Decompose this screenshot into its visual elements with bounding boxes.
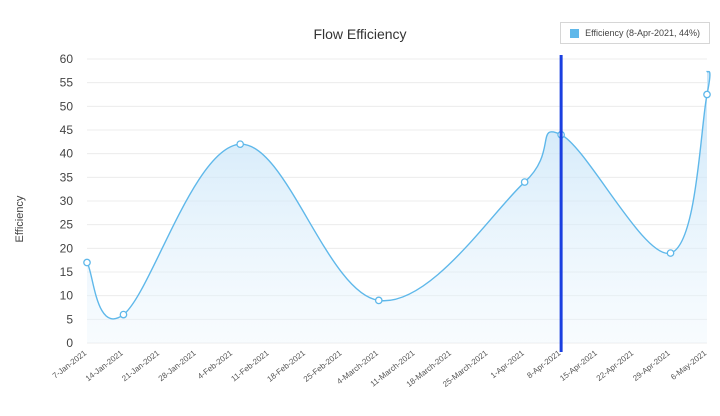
- x-tick-label: 6-May-2021: [669, 348, 709, 382]
- data-point[interactable]: [666, 249, 675, 257]
- x-tick-label: 18-Feb-2021: [265, 348, 307, 384]
- y-tick-label: 45: [60, 123, 74, 137]
- x-tick-label: 22-Apr-2021: [595, 348, 636, 383]
- y-tick-label: 20: [60, 241, 74, 255]
- y-tick-label: 50: [60, 99, 74, 113]
- y-tick-labels: 0 5 10 15 20 25 30 35 40 45 50 55 60: [60, 52, 74, 350]
- y-tick-label: 15: [60, 265, 74, 279]
- y-tick-label: 60: [60, 52, 74, 66]
- y-tick-label: 0: [66, 336, 73, 350]
- y-tick-label: 55: [60, 76, 74, 90]
- x-tick-label: 15-Apr-2021: [558, 348, 599, 383]
- y-tick-label: 10: [60, 289, 74, 303]
- data-point[interactable]: [236, 140, 245, 149]
- data-point[interactable]: [520, 178, 529, 186]
- x-tick-label: 29-Apr-2021: [631, 348, 672, 383]
- x-tick-label: 8-Apr-2021: [525, 348, 563, 380]
- data-point[interactable]: [703, 90, 711, 99]
- y-tick-label: 30: [60, 194, 74, 208]
- legend[interactable]: Efficiency (8-Apr-2021, 44%): [560, 22, 710, 44]
- legend-label: Efficiency (8-Apr-2021, 44%): [585, 28, 700, 38]
- x-tick-label: 21-Jan-2021: [120, 348, 161, 383]
- x-tick-labels: 7-Jan-202114-Jan-202121-Jan-202128-Jan-2…: [51, 348, 709, 389]
- efficiency-area: [87, 70, 710, 343]
- legend-swatch: [570, 28, 580, 38]
- efficiency-points: [83, 90, 711, 319]
- y-tick-label: 40: [60, 147, 74, 161]
- x-tick-label: 11-Feb-2021: [229, 348, 271, 383]
- x-tick-label: 1-Apr-2021: [489, 348, 527, 380]
- y-axis-label: Efficiency: [14, 195, 26, 243]
- y-tick-label: 35: [60, 170, 74, 184]
- chart-title: Flow Efficiency: [313, 26, 407, 42]
- y-tick-label: 5: [66, 312, 73, 326]
- data-point[interactable]: [119, 310, 128, 319]
- efficiency-line: [86, 70, 711, 320]
- data-point[interactable]: [374, 296, 383, 305]
- data-point[interactable]: [83, 258, 91, 267]
- x-tick-label: 28-Jan-2021: [157, 348, 198, 383]
- x-tick-label: 14-Jan-2021: [84, 348, 125, 383]
- y-tick-label: 25: [60, 218, 74, 232]
